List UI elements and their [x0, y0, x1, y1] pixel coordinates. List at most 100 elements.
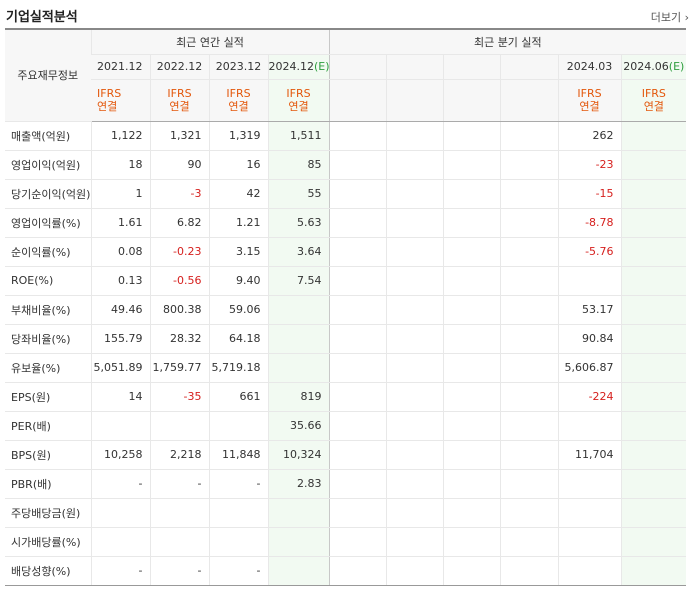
row-label: 주당배당금(원) [5, 497, 91, 528]
estimate-mark: (E) [668, 60, 685, 73]
table-cell: 10,324 [267, 440, 330, 470]
table-cell: 0.08 [90, 237, 150, 267]
chevron-right-icon: › [681, 11, 689, 24]
table-cell [620, 324, 687, 354]
table-cell: -35 [149, 381, 209, 412]
row-label: 당기순이익(억원) [5, 179, 91, 209]
table-row: PBR(배) - - -2.83 [5, 469, 687, 499]
table-row: 시가배당률(%) [5, 527, 687, 557]
table-cell: 11,848 [208, 440, 268, 470]
period-header: 2023.12 [208, 54, 268, 80]
table-cell [620, 237, 687, 267]
table-row: 당좌비율(%) 155.79 28.32 64.18 90.84 [5, 324, 687, 354]
period-header: 2022.12 [149, 54, 209, 80]
table-cell: 2.83 [267, 469, 330, 499]
table-cell [90, 411, 150, 441]
table-cell [620, 266, 687, 296]
table-cell [442, 324, 501, 354]
row-label: 매출액(억원) [5, 121, 91, 151]
table-cell: 155.79 [90, 324, 150, 354]
table-cell: 90 [149, 150, 209, 180]
table-cell [442, 440, 501, 470]
table-row: 매출액(억원) 1,122 1,321 1,319 1,511 262 [5, 121, 687, 151]
table-cell: 1 [90, 179, 150, 209]
table-cell [620, 556, 687, 586]
table-cell [442, 179, 501, 209]
table-cell [620, 497, 687, 528]
table-cell [442, 411, 501, 441]
table-row: 부채비율(%) 49.46 800.38 59.06 53.17 [5, 294, 687, 325]
table-cell [385, 353, 444, 383]
table-cell [557, 556, 622, 586]
estimate-mark: (E) [314, 60, 330, 73]
table-cell [499, 440, 559, 470]
table-cell [499, 121, 559, 151]
table-cell [267, 556, 330, 586]
table-cell [442, 294, 501, 325]
table-cell: 819 [267, 381, 330, 412]
table-cell [267, 527, 330, 557]
table-cell: 0.13 [90, 266, 150, 296]
table-cell [557, 266, 622, 296]
ifrs-label: IFRS [577, 87, 602, 100]
ifrs-badge: IFRS 연결 [149, 79, 209, 122]
table-cell [442, 353, 501, 383]
table-cell [328, 237, 387, 267]
table-row: 영업이익률(%) 1.61 6.82 1.21 5.63 -8.78 [5, 207, 687, 238]
table-cell [385, 497, 444, 528]
period-header [499, 54, 559, 80]
ifrs-label: IFRS [97, 87, 122, 100]
table-row: ROE(%) 0.13 -0.56 9.40 7.54 [5, 266, 687, 296]
table-cell [328, 179, 387, 209]
table-cell [267, 497, 330, 528]
ifrs-consolidated-label: 연결 [169, 100, 190, 113]
table-cell [499, 411, 559, 441]
table-cell [328, 527, 387, 557]
table-cell [499, 179, 559, 209]
table-cell [267, 294, 330, 325]
period-header: 2021.12 [91, 54, 150, 80]
row-label: ROE(%) [5, 266, 91, 296]
table-cell [499, 527, 559, 557]
ifrs-consolidated-label: 연결 [97, 100, 118, 113]
ifrs-badge: IFRS 연결 [91, 79, 150, 122]
table-cell [442, 556, 501, 586]
table-cell [149, 497, 209, 528]
table-cell [385, 294, 444, 325]
table-cell [385, 237, 444, 267]
table-cell: -3 [149, 179, 209, 209]
table-cell [620, 294, 687, 325]
table-row: 유보율(%) 5,051.89 1,759.77 5,719.18 5,606.87 [5, 353, 687, 383]
table-row: 영업이익(억원) 18 90 16 85 -23 [5, 150, 687, 180]
period-header [328, 54, 387, 80]
quarterly-group-header: 최근 분기 실적 [328, 29, 687, 55]
table-cell [328, 324, 387, 354]
table-cell [442, 527, 501, 557]
table-row: 배당성향(%) - - - [5, 556, 687, 586]
ifrs-consolidated-label: 연결 [288, 100, 309, 113]
table-cell [385, 440, 444, 470]
period-header [385, 54, 444, 80]
table-cell [620, 353, 687, 383]
table-cell: 11,704 [557, 440, 622, 470]
table-cell: 35.66 [267, 411, 330, 441]
more-link[interactable]: 더보기 › [651, 9, 689, 25]
table-cell: 9.40 [208, 266, 268, 296]
ifrs-badge [442, 79, 501, 122]
table-cell: 28.32 [149, 324, 209, 354]
ifrs-consolidated-label: 연결 [228, 100, 249, 113]
table-row: EPS(원) 14 -35 661 819 -224 [5, 381, 687, 412]
table-cell: -5.76 [557, 237, 622, 267]
annual-group-header: 최근 연간 실적 [90, 29, 330, 55]
table-cell: 1,319 [208, 121, 268, 151]
table-cell [385, 179, 444, 209]
row-label: PBR(배) [5, 469, 91, 499]
table-cell [385, 527, 444, 557]
period-header: 2024.12(E) [267, 54, 330, 80]
table-cell [557, 469, 622, 499]
period-label: 2022.12 [156, 60, 203, 73]
table-cell [385, 121, 444, 151]
table-cell: 3.64 [267, 237, 330, 267]
table-cell [499, 469, 559, 499]
table-cell: -8.78 [557, 207, 622, 238]
